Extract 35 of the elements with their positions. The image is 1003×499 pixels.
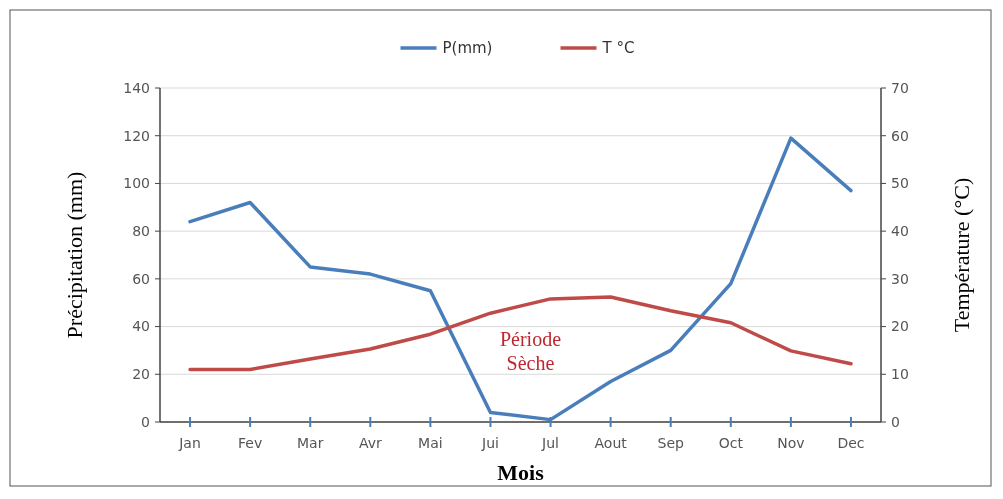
x-tick-label: Dec (837, 435, 865, 451)
y2-tick-label: 40 (891, 223, 909, 240)
y-axis-title: Précipitation (mm) (62, 171, 87, 339)
annotation: Période Sèche (499, 327, 562, 374)
y-tick-label: 60 (132, 270, 150, 287)
x-axis-title: Mois (497, 460, 545, 485)
x-tick-label: Fev (238, 435, 263, 451)
y-tick-label: 140 (123, 79, 150, 96)
x-tick-label: Jui (481, 435, 499, 451)
y-tick-label: 0 (141, 413, 150, 430)
y2-tick-label: 0 (891, 413, 900, 430)
x-tick-label: Mai (418, 435, 443, 451)
line-series (188, 295, 853, 372)
y2-tick-label: 60 (891, 127, 909, 144)
x-tick-label: Jan (178, 435, 201, 451)
x-tick-label: Oct (718, 435, 744, 451)
y2-tick-label: 30 (891, 270, 909, 287)
x-tick-label: Aout (594, 435, 628, 451)
y-tick-label: 100 (123, 175, 150, 192)
legend-label: P(mm) (442, 39, 493, 58)
x-tick-label: Mar (297, 435, 324, 451)
x-tick-label: Nov (777, 435, 805, 451)
y2-tick-label: 10 (891, 366, 909, 383)
y2-tick-label: 20 (891, 318, 909, 335)
y2-tick-label: 50 (891, 175, 909, 192)
y-tick-label: 80 (132, 223, 150, 240)
y-tick-label: 20 (132, 366, 150, 383)
y2-tick-label: 70 (891, 79, 909, 96)
y-tick-label: 40 (132, 318, 150, 335)
y2-axis-title: Température (°C) (949, 177, 974, 333)
x-tick-label: Avr (358, 435, 382, 451)
y-tick-label: 120 (123, 127, 150, 144)
x-tick-label: Jul (541, 435, 559, 451)
x-tick-label: Sep (657, 435, 685, 451)
legend-label: T °C (601, 39, 635, 58)
